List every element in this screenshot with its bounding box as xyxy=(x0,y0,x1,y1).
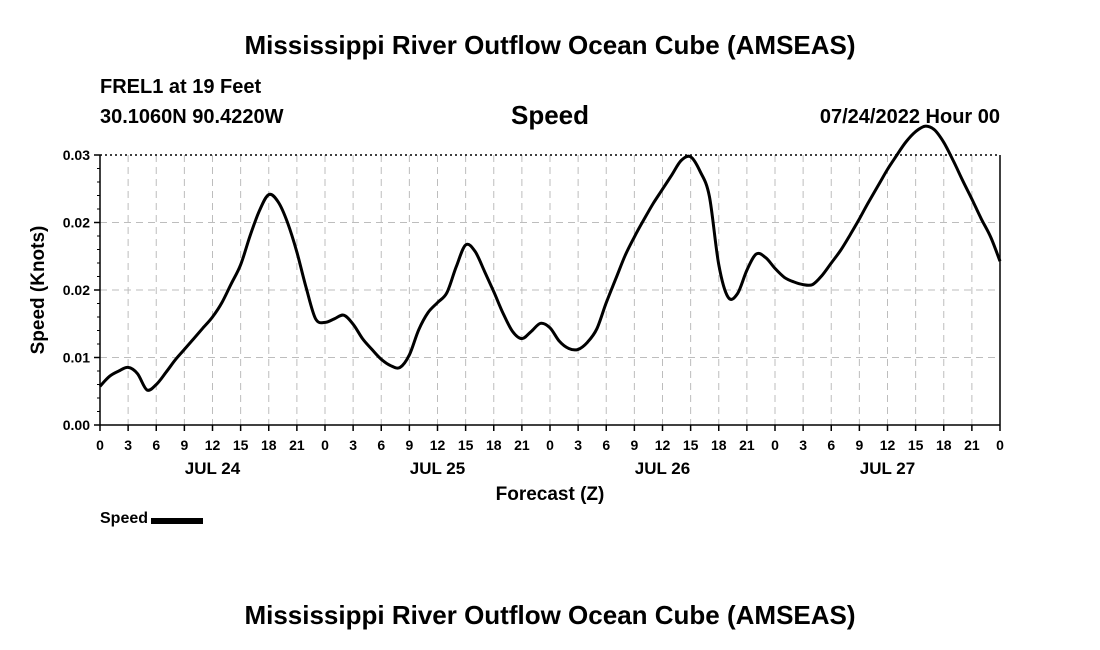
x-tick-label: 0 xyxy=(96,437,104,453)
x-tick-label: 0 xyxy=(546,437,554,453)
page-title: Mississippi River Outflow Ocean Cube (AM… xyxy=(244,30,856,60)
x-tick-label: 18 xyxy=(261,437,277,453)
footer-title: Mississippi River Outflow Ocean Cube (AM… xyxy=(244,600,856,630)
x-tick-label: 21 xyxy=(514,437,530,453)
x-tick-label: 12 xyxy=(430,437,446,453)
x-tick-label: 12 xyxy=(880,437,896,453)
day-label: JUL 26 xyxy=(635,459,690,478)
coordinates-label: 30.1060N 90.4220W xyxy=(100,106,284,128)
legend-label: Speed xyxy=(100,510,149,527)
x-tick-label: 15 xyxy=(458,437,474,453)
x-tick-label: 3 xyxy=(124,437,132,453)
x-tick-label: 21 xyxy=(739,437,755,453)
x-tick-label: 9 xyxy=(630,437,638,453)
x-tick-label: 21 xyxy=(289,437,305,453)
x-tick-label: 12 xyxy=(205,437,221,453)
x-tick-label: 6 xyxy=(602,437,610,453)
x-tick-label: 3 xyxy=(799,437,807,453)
x-tick-label: 0 xyxy=(321,437,329,453)
x-tick-label: 18 xyxy=(936,437,952,453)
series-layer xyxy=(98,124,1002,392)
day-label: JUL 27 xyxy=(860,459,915,478)
x-tick-label: 18 xyxy=(711,437,727,453)
y-axis-label: Speed (Knots) xyxy=(28,226,49,355)
speed-chart: 0.00 0.01 0.02 0.02 0.03 0 3 6 9 12 15 18 21 0 3 6 9 12 15… xyxy=(28,124,1004,505)
x-tick-label: 15 xyxy=(683,437,699,453)
forecast-datetime: 07/24/2022 Hour 00 xyxy=(819,106,1000,128)
y-tick-label: 0.02 xyxy=(63,282,90,298)
axes: 0.00 0.01 0.02 0.02 0.03 0 3 6 9 12 15 18 21 0 3 6 9 12 15… xyxy=(63,147,1004,478)
x-tick-label: 3 xyxy=(574,437,582,453)
y-tick-label: 0.00 xyxy=(63,417,90,433)
y-tick-label: 0.02 xyxy=(63,215,90,231)
legend-line-swatch xyxy=(151,518,204,524)
chart-title: Speed xyxy=(510,100,590,130)
y-tick-label: 0.03 xyxy=(63,147,90,163)
x-tick-label: 18 xyxy=(486,437,502,453)
day-label: JUL 24 xyxy=(185,459,241,478)
x-tick-label: 15 xyxy=(908,437,924,453)
x-tick-label: 9 xyxy=(405,437,413,453)
x-tick-label: 6 xyxy=(377,437,385,453)
x-tick-label: 21 xyxy=(964,437,980,453)
x-tick-label: 6 xyxy=(152,437,160,453)
x-axis-label: Forecast (Z) xyxy=(496,484,605,505)
day-label: JUL 25 xyxy=(410,459,465,478)
grid xyxy=(100,155,1000,425)
speed-series-line xyxy=(98,124,1002,392)
x-tick-label: 12 xyxy=(655,437,671,453)
station-label: FREL1 at 19 Feet xyxy=(100,76,262,98)
x-tick-label: 9 xyxy=(180,437,188,453)
x-tick-label: 9 xyxy=(855,437,863,453)
y-tick-label: 0.01 xyxy=(63,350,90,366)
x-tick-label: 15 xyxy=(233,437,249,453)
x-tick-label: 3 xyxy=(349,437,357,453)
x-tick-label: 6 xyxy=(827,437,835,453)
legend: Speed xyxy=(100,510,204,528)
x-tick-label: 0 xyxy=(996,437,1004,453)
x-tick-label: 0 xyxy=(771,437,779,453)
